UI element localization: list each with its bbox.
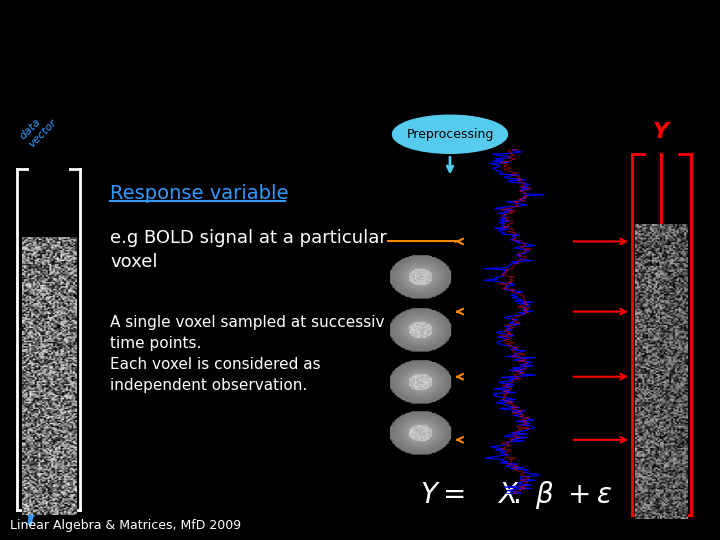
Text: Y: Y xyxy=(21,506,39,530)
Text: How are matrices relevant to fMRI data?: How are matrices relevant to fMRI data? xyxy=(22,39,638,68)
Text: $Y=\ \ \ X\!.\ \beta\ +\varepsilon$: $Y=\ \ \ X\!.\ \beta\ +\varepsilon$ xyxy=(420,479,613,511)
Text: e.g BOLD signal at a particular
voxel: e.g BOLD signal at a particular voxel xyxy=(110,230,387,271)
Text: Linear Algebra & Matrices, MfD 2009: Linear Algebra & Matrices, MfD 2009 xyxy=(10,519,241,532)
Text: A single voxel sampled at successive
time points.
Each voxel is considered as
in: A single voxel sampled at successive tim… xyxy=(110,315,394,393)
Text: Time: Time xyxy=(468,301,482,339)
Ellipse shape xyxy=(392,115,508,153)
Text: Y: Y xyxy=(653,122,669,142)
Text: data
vector: data vector xyxy=(18,109,58,149)
Text: Response variable: Response variable xyxy=(110,184,289,204)
Text: Preprocessing: Preprocessing xyxy=(406,128,494,141)
